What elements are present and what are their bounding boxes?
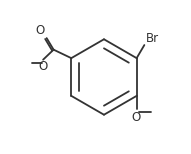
Text: Br: Br (146, 32, 159, 45)
Text: O: O (132, 111, 141, 124)
Text: O: O (38, 60, 47, 73)
Text: O: O (36, 24, 45, 37)
